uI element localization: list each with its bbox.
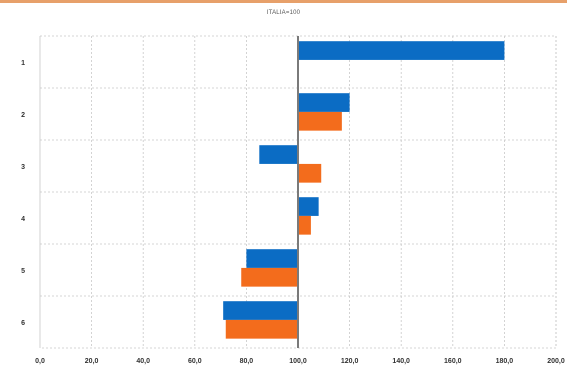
x-tick-labels: 0,0 20,0 40,0 60,0 80,0 100,0 120,0 140,0 160,0 1… (35, 358, 565, 365)
x-tick-label: 60,0 (188, 358, 202, 365)
bar-series1-cat-1 (298, 41, 505, 60)
bar-series2-cat-5 (241, 267, 298, 287)
x-tick-label: 20,0 (85, 358, 99, 365)
bar-series1-cat-5 (246, 249, 298, 268)
y-tick-labels: 1 2 3 4 5 6 (21, 60, 25, 327)
bars-layer (223, 41, 505, 339)
chart-title: ITALIA=100 (266, 10, 301, 16)
bar-series2-cat-6 (225, 319, 298, 339)
bar-series2-cat-4 (298, 215, 311, 235)
y-tick-label: 4 (21, 216, 25, 223)
y-tick-label: 3 (21, 164, 25, 171)
y-tick-label: 6 (21, 320, 25, 327)
bar-series1-cat-6 (223, 301, 298, 320)
bar-series2-cat-3 (298, 163, 322, 183)
y-tick-label: 2 (21, 112, 25, 119)
x-tick-label: 200,0 (547, 358, 565, 365)
x-tick-label: 180,0 (496, 358, 514, 365)
x-tick-label: 40,0 (136, 358, 150, 365)
x-tick-label: 120,0 (341, 358, 359, 365)
x-tick-label: 0,0 (35, 358, 45, 365)
bar-series1-cat-3 (259, 145, 298, 164)
x-tick-label: 160,0 (444, 358, 462, 365)
bar-series1-cat-4 (298, 197, 319, 216)
y-tick-label: 5 (21, 268, 25, 275)
y-tick-label: 1 (21, 60, 25, 67)
x-tick-label: 80,0 (240, 358, 254, 365)
x-tick-label: 100,0 (289, 358, 307, 365)
top-accent-rule (0, 0, 567, 3)
bar-series1-cat-2 (298, 93, 350, 112)
bar-series2-cat-2 (298, 111, 342, 131)
x-tick-label: 140,0 (392, 358, 410, 365)
